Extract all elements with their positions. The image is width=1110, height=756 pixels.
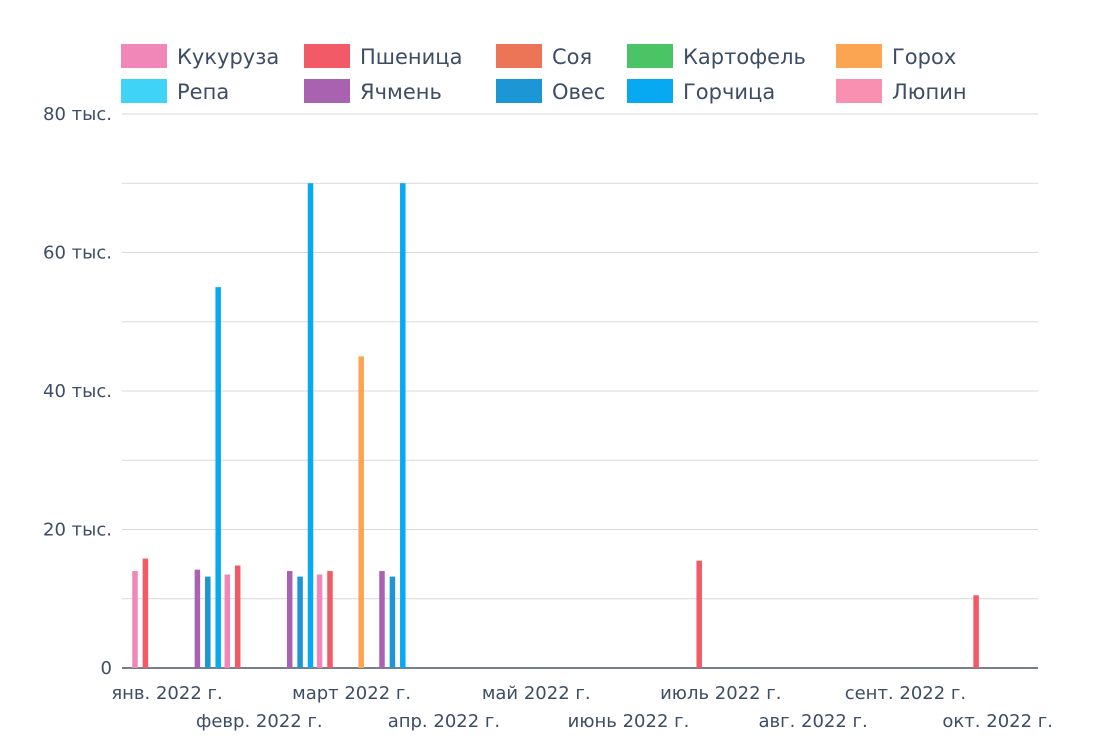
legend-label: Соя — [552, 45, 592, 69]
x-tick-label: июнь 2022 г. — [568, 711, 690, 732]
bar — [194, 569, 201, 668]
bar — [142, 558, 149, 668]
legend-item: Овес — [496, 79, 605, 104]
bar — [297, 576, 303, 668]
bar — [358, 356, 364, 668]
y-tick-label: 60 тыс. — [43, 243, 112, 264]
grid-lines — [122, 113, 1038, 669]
legend: Кукуруза Пшеница Соя Картофель Горох Репа Ячме… — [121, 44, 967, 104]
bar — [400, 183, 406, 668]
legend-label: Люпин — [892, 80, 967, 104]
bar — [316, 574, 323, 668]
legend-item: Ячмень — [304, 79, 442, 104]
bar — [379, 571, 385, 668]
x-tick-label: март 2022 г. — [292, 683, 411, 704]
bar — [307, 183, 314, 668]
bar — [696, 560, 702, 668]
legend-swatch — [496, 79, 542, 103]
legend-label: Горчица — [683, 80, 775, 104]
legend-item: Горох — [836, 44, 956, 69]
legend-item: Картофель — [627, 44, 806, 69]
x-tick-label: февр. 2022 г. — [196, 711, 323, 732]
legend-swatch — [304, 79, 350, 103]
legend-item: Кукуруза — [121, 44, 279, 69]
legend-label: Овес — [552, 80, 605, 104]
legend-label: Репа — [177, 80, 229, 104]
bar — [286, 571, 293, 668]
legend-label: Картофель — [683, 45, 806, 69]
y-tick-label: 20 тыс. — [43, 520, 112, 541]
legend-label: Пшеница — [360, 45, 462, 69]
legend-item: Соя — [496, 44, 592, 69]
legend-item: Горчица — [627, 79, 775, 104]
legend-item: Пшеница — [304, 44, 462, 69]
x-tick-label: апр. 2022 г. — [388, 711, 500, 732]
x-tick-label: июль 2022 г. — [660, 683, 781, 704]
bars — [132, 183, 979, 668]
legend-swatch — [121, 79, 167, 103]
bar — [389, 576, 396, 668]
bar — [132, 571, 138, 668]
legend-swatch — [121, 44, 167, 68]
bar — [234, 565, 241, 668]
y-tick-label: 0 — [101, 658, 112, 679]
legend-swatch — [496, 44, 542, 68]
legend-swatch — [627, 44, 673, 68]
legend-item: Люпин — [836, 79, 967, 104]
bar — [973, 595, 979, 668]
bar — [205, 576, 211, 668]
x-tick-label: янв. 2022 г. — [111, 683, 222, 704]
legend-swatch — [836, 79, 882, 103]
y-tick-label: 80 тыс. — [43, 104, 112, 125]
legend-label: Ячмень — [360, 80, 442, 104]
bar — [215, 287, 221, 668]
bar — [327, 571, 333, 668]
legend-item: Репа — [121, 79, 229, 104]
y-axis: 0 20 тыс. 40 тыс. 60 тыс. 80 тыс. — [43, 104, 112, 679]
x-tick-label: окт. 2022 г. — [942, 711, 1053, 732]
legend-swatch — [836, 44, 882, 68]
legend-label: Горох — [892, 45, 956, 69]
legend-swatch — [304, 44, 350, 68]
x-axis: янв. 2022 г. февр. 2022 г. март 2022 г. апр… — [111, 683, 1053, 732]
legend-swatch — [627, 79, 673, 103]
legend-label: Кукуруза — [177, 45, 279, 69]
bar — [224, 574, 231, 668]
x-tick-label: сент. 2022 г. — [845, 683, 966, 704]
y-tick-label: 40 тыс. — [43, 381, 112, 402]
x-tick-label: авг. 2022 г. — [758, 711, 867, 732]
x-tick-label: май 2022 г. — [482, 683, 591, 704]
